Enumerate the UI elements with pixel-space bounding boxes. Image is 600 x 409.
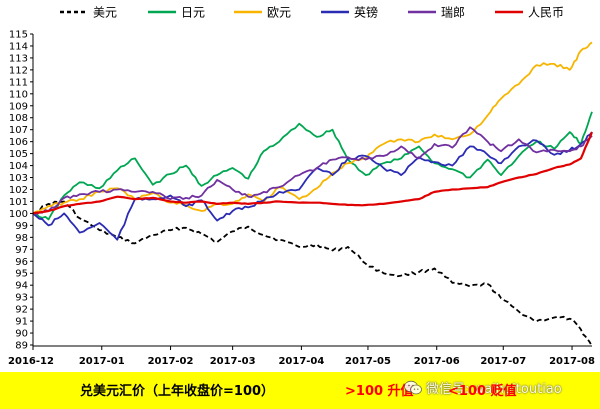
series-line-2	[32, 41, 593, 215]
y-tick-label: 110	[9, 89, 28, 100]
y-tick-label: 105	[9, 149, 28, 160]
y-tick-label: 114	[9, 41, 28, 52]
footer-band	[0, 372, 600, 409]
y-tick-label: 115	[9, 30, 28, 41]
x-tick-label: 2017-08	[549, 356, 595, 367]
legend-label: 美元	[93, 6, 117, 20]
plot-area: 8990919293949596979899100101102103104105…	[8, 30, 595, 368]
y-tick-label: 102	[9, 185, 28, 196]
y-tick-label: 107	[9, 125, 28, 136]
x-tick-label: 2017-04	[278, 356, 324, 367]
y-tick-label: 99	[15, 221, 28, 232]
series-layer	[32, 41, 594, 347]
x-tick-label: 2017-03	[210, 356, 256, 367]
y-tick-label: 106	[9, 137, 28, 148]
y-tick-label: 101	[9, 197, 28, 208]
y-tick-label: 109	[9, 101, 28, 112]
series-line-5	[32, 131, 594, 215]
y-tick-label: 92	[15, 305, 28, 316]
series-line-4	[32, 126, 593, 215]
y-tick-label: 96	[15, 257, 28, 268]
y-tick-label: 95	[15, 269, 28, 280]
footer-appreciation-note: >100 升值	[345, 384, 414, 399]
y-tick-label: 113	[9, 53, 28, 64]
y-tick-label: 103	[9, 173, 28, 184]
watermark: 微信号: waihuitoutiao	[404, 378, 562, 397]
axes: 8990919293949596979899100101102103104105…	[8, 30, 595, 368]
wechat-icon	[404, 380, 422, 394]
x-tick-label: 2017-06	[414, 356, 460, 367]
y-tick-label: 97	[15, 245, 28, 256]
x-tick-label: 2017-07	[480, 356, 526, 367]
x-tick-label: 2016-12	[8, 356, 54, 367]
y-tick-label: 94	[15, 281, 28, 292]
x-tick-label: 2017-01	[79, 356, 125, 367]
y-tick-label: 98	[15, 233, 28, 244]
x-tick-label: 2017-02	[148, 356, 194, 367]
y-tick-label: 91	[15, 317, 28, 328]
y-tick-label: 89	[15, 341, 28, 352]
footer-depreciation-note: <100 贬值	[448, 384, 517, 399]
legend-label: 欧元	[267, 6, 291, 20]
y-tick-label: 90	[15, 329, 28, 340]
y-tick-label: 111	[9, 77, 28, 88]
watermark-text: 微信号: waihuitoutiao	[426, 382, 562, 397]
y-tick-label: 100	[9, 209, 28, 220]
footer-caption: 兑美元汇价（上年收盘价=100）	[80, 384, 275, 399]
chart-legend: 美元 日元 欧元 英镑 瑞郎 人民币	[60, 5, 564, 20]
y-tick-label: 93	[15, 293, 28, 304]
y-tick-label: 112	[9, 65, 28, 76]
legend-label: 瑞郎	[441, 6, 465, 20]
legend-label: 日元	[181, 6, 205, 20]
y-tick-label: 108	[9, 113, 28, 124]
series-line-1	[33, 111, 593, 221]
legend-label: 英镑	[354, 5, 378, 20]
y-tick-label: 104	[9, 161, 28, 172]
x-tick-label: 2017-05	[345, 356, 391, 367]
legend-label: 人民币	[528, 6, 564, 20]
series-line-0	[32, 200, 593, 347]
series-line-3	[32, 131, 593, 241]
